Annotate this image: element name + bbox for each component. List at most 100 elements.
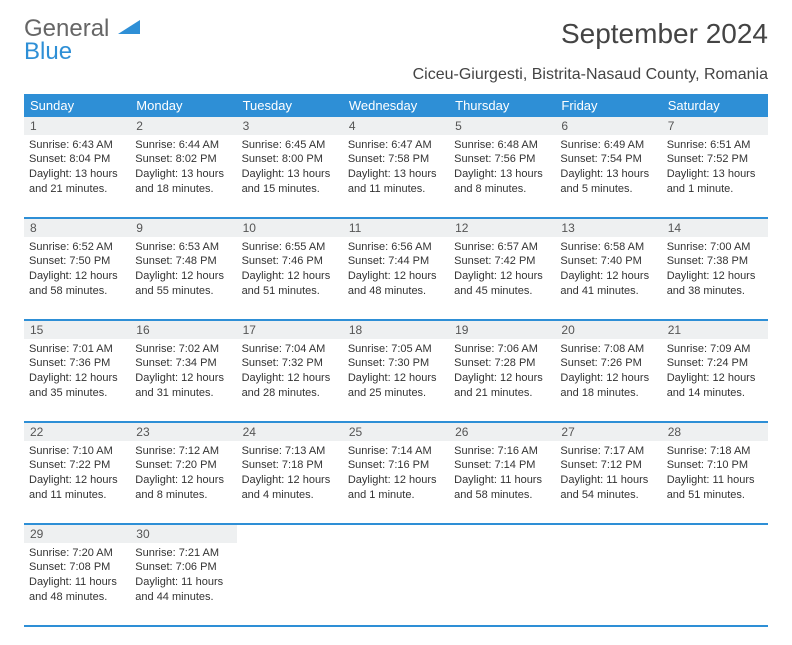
daylight-line2: and 48 minutes. [29,590,125,605]
brand-logo: General Blue [24,18,140,64]
week-row: Sunrise: 7:01 AMSunset: 7:36 PMDaylight:… [24,339,768,423]
daylight-line2: and 1 minute. [667,182,763,197]
daylight-line1: Daylight: 13 hours [135,167,231,182]
day-cell: Sunrise: 7:20 AMSunset: 7:08 PMDaylight:… [24,543,130,625]
daylight-line1: Daylight: 12 hours [667,371,763,386]
day-cell-empty [555,543,661,625]
daylight-line1: Daylight: 12 hours [242,269,338,284]
day-cell: Sunrise: 7:05 AMSunset: 7:30 PMDaylight:… [343,339,449,421]
daynum-row: 1234567 [24,117,768,135]
sunrise-text: Sunrise: 7:09 AM [667,342,763,357]
daylight-line2: and 11 minutes. [29,488,125,503]
day-number: 14 [662,219,768,237]
day-cell: Sunrise: 6:49 AMSunset: 7:54 PMDaylight:… [555,135,661,217]
day-number: 5 [449,117,555,135]
daylight-line1: Daylight: 12 hours [348,473,444,488]
day-number: 28 [662,423,768,441]
sunrise-text: Sunrise: 7:05 AM [348,342,444,357]
daylight-line2: and 54 minutes. [560,488,656,503]
day-cell: Sunrise: 7:10 AMSunset: 7:22 PMDaylight:… [24,441,130,523]
sunrise-text: Sunrise: 7:08 AM [560,342,656,357]
day-number-empty [343,525,449,543]
day-number: 10 [237,219,343,237]
sunrise-text: Sunrise: 7:01 AM [29,342,125,357]
daylight-line1: Daylight: 12 hours [560,371,656,386]
day-cell: Sunrise: 6:53 AMSunset: 7:48 PMDaylight:… [130,237,236,319]
daylight-line1: Daylight: 12 hours [29,269,125,284]
sunset-text: Sunset: 7:48 PM [135,254,231,269]
sunrise-text: Sunrise: 6:45 AM [242,138,338,153]
daylight-line2: and 15 minutes. [242,182,338,197]
daynum-row: 15161718192021 [24,321,768,339]
daylight-line1: Daylight: 12 hours [348,371,444,386]
daylight-line1: Daylight: 13 hours [29,167,125,182]
sunrise-text: Sunrise: 6:56 AM [348,240,444,255]
daylight-line1: Daylight: 13 hours [667,167,763,182]
sunset-text: Sunset: 7:52 PM [667,152,763,167]
sunset-text: Sunset: 7:34 PM [135,356,231,371]
weekday-header-friday: Friday [555,94,661,117]
sunset-text: Sunset: 7:26 PM [560,356,656,371]
daylight-line2: and 1 minute. [348,488,444,503]
sunset-text: Sunset: 7:24 PM [667,356,763,371]
daylight-line1: Daylight: 12 hours [454,269,550,284]
daylight-line1: Daylight: 11 hours [667,473,763,488]
daylight-line2: and 55 minutes. [135,284,231,299]
day-cell: Sunrise: 7:04 AMSunset: 7:32 PMDaylight:… [237,339,343,421]
daylight-line1: Daylight: 11 hours [29,575,125,590]
day-number: 26 [449,423,555,441]
day-cell: Sunrise: 7:12 AMSunset: 7:20 PMDaylight:… [130,441,236,523]
day-cell: Sunrise: 7:13 AMSunset: 7:18 PMDaylight:… [237,441,343,523]
weekday-header-monday: Monday [130,94,236,117]
daylight-line2: and 4 minutes. [242,488,338,503]
sunrise-text: Sunrise: 7:13 AM [242,444,338,459]
day-cell-empty [662,543,768,625]
day-number: 8 [24,219,130,237]
sunrise-text: Sunrise: 7:10 AM [29,444,125,459]
sunset-text: Sunset: 7:18 PM [242,458,338,473]
daylight-line1: Daylight: 12 hours [135,269,231,284]
daylight-line2: and 28 minutes. [242,386,338,401]
day-number: 12 [449,219,555,237]
sunrise-text: Sunrise: 7:21 AM [135,546,231,561]
sunrise-text: Sunrise: 7:18 AM [667,444,763,459]
day-number: 4 [343,117,449,135]
day-number: 29 [24,525,130,543]
daylight-line1: Daylight: 11 hours [560,473,656,488]
daylight-line2: and 5 minutes. [560,182,656,197]
weekday-header-saturday: Saturday [662,94,768,117]
daylight-line1: Daylight: 12 hours [348,269,444,284]
week-row: Sunrise: 6:43 AMSunset: 8:04 PMDaylight:… [24,135,768,219]
sunrise-text: Sunrise: 7:17 AM [560,444,656,459]
sunset-text: Sunset: 7:32 PM [242,356,338,371]
sunset-text: Sunset: 7:20 PM [135,458,231,473]
weekday-header-row: SundayMondayTuesdayWednesdayThursdayFrid… [24,94,768,117]
day-cell-empty [449,543,555,625]
daylight-line2: and 18 minutes. [560,386,656,401]
day-cell-empty [237,543,343,625]
daylight-line2: and 58 minutes. [454,488,550,503]
day-cell: Sunrise: 7:18 AMSunset: 7:10 PMDaylight:… [662,441,768,523]
daylight-line2: and 45 minutes. [454,284,550,299]
weekday-header-wednesday: Wednesday [343,94,449,117]
daylight-line2: and 38 minutes. [667,284,763,299]
week-row: Sunrise: 6:52 AMSunset: 7:50 PMDaylight:… [24,237,768,321]
daylight-line2: and 21 minutes. [454,386,550,401]
day-cell: Sunrise: 6:45 AMSunset: 8:00 PMDaylight:… [237,135,343,217]
week-row: Sunrise: 7:10 AMSunset: 7:22 PMDaylight:… [24,441,768,525]
day-cell: Sunrise: 7:02 AMSunset: 7:34 PMDaylight:… [130,339,236,421]
daylight-line1: Daylight: 12 hours [135,371,231,386]
sunset-text: Sunset: 7:10 PM [667,458,763,473]
daylight-line1: Daylight: 13 hours [348,167,444,182]
daylight-line2: and 31 minutes. [135,386,231,401]
daylight-line1: Daylight: 13 hours [560,167,656,182]
location-text: Ciceu-Giurgesti, Bistrita-Nasaud County,… [24,66,768,84]
day-number: 15 [24,321,130,339]
sunrise-text: Sunrise: 6:55 AM [242,240,338,255]
day-cell: Sunrise: 6:55 AMSunset: 7:46 PMDaylight:… [237,237,343,319]
sunrise-text: Sunrise: 6:44 AM [135,138,231,153]
daylight-line2: and 48 minutes. [348,284,444,299]
sunrise-text: Sunrise: 7:12 AM [135,444,231,459]
day-number: 23 [130,423,236,441]
daylight-line1: Daylight: 11 hours [454,473,550,488]
